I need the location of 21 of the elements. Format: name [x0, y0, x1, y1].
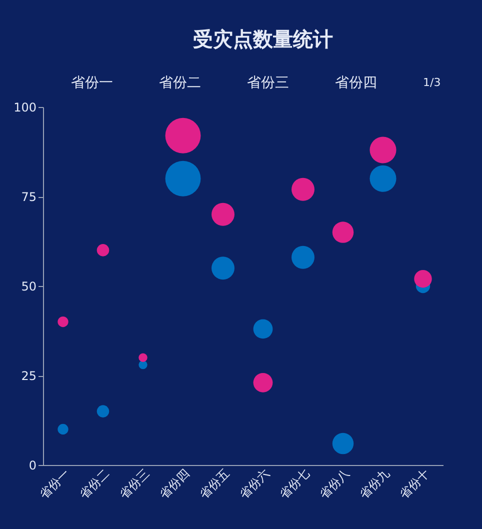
- x-tick-label: 省份二: [76, 466, 112, 502]
- x-tick-label: 省份五: [196, 466, 232, 502]
- x-tick-label: 省份八: [316, 466, 352, 502]
- y-tick-label: 25: [21, 369, 36, 383]
- x-tick-label: 省份六: [236, 466, 272, 502]
- text: 省份四: [335, 75, 377, 91]
- text: 省份二: [159, 75, 201, 91]
- x-tick-label: 省份十: [396, 466, 432, 502]
- x-tick-label: 省份一: [36, 466, 72, 502]
- x-tick-label: 省份七: [276, 466, 312, 502]
- text: 省份一: [71, 75, 113, 91]
- x-tick-label: 省份九: [356, 466, 392, 502]
- y-tick-label: 100: [14, 100, 36, 114]
- y-tick-label: 75: [21, 190, 36, 204]
- chart-title: 受灾点数量统计: [193, 27, 333, 51]
- text: 1/3: [423, 76, 441, 89]
- x-tick-label: 省份四: [156, 466, 192, 502]
- text: 省份三: [247, 75, 289, 91]
- x-tick-label: 省份三: [116, 466, 152, 502]
- y-tick-label: 50: [21, 280, 36, 294]
- y-tick-label: 0: [28, 458, 36, 472]
